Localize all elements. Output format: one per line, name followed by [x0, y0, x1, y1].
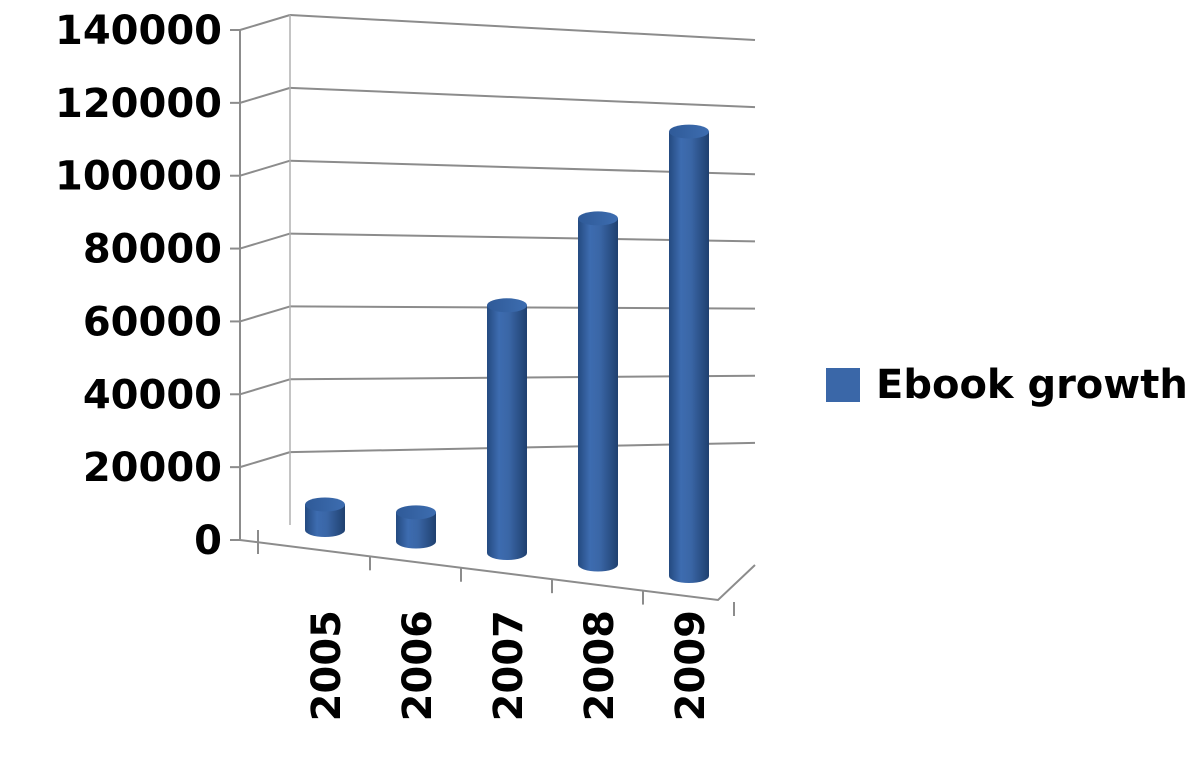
gridline-side — [239, 86, 291, 104]
bar-top — [305, 497, 345, 512]
bar-2008 — [578, 211, 618, 572]
x-tick-label: 2008 — [577, 610, 623, 721]
gridline-side — [239, 451, 291, 469]
bar-top — [669, 124, 709, 139]
legend-label: Ebook growth — [876, 362, 1188, 408]
floor-edge — [239, 539, 756, 602]
bar-top — [578, 211, 618, 226]
bar-body — [578, 218, 618, 572]
bar-2007 — [487, 298, 527, 560]
legend: Ebook growth — [826, 362, 1188, 408]
y-tick-label: 20000 — [83, 445, 222, 491]
bar-2006 — [396, 505, 436, 549]
gridline-side — [239, 232, 291, 250]
x-tick-label: 2005 — [304, 610, 350, 721]
x-tick-labels: 2005 2006 2007 2008 2009 — [304, 610, 714, 721]
bar-top — [396, 505, 436, 520]
y-tick-label: 40000 — [83, 372, 222, 418]
y-tick-label: 60000 — [83, 299, 222, 345]
bar-body — [396, 512, 436, 549]
legend-swatch — [826, 368, 860, 402]
y-tick-label: 120000 — [55, 81, 222, 127]
gridline-side — [239, 14, 291, 31]
gridline-side — [239, 305, 291, 323]
y-tick-label: 140000 — [55, 8, 222, 54]
x-tick-label: 2006 — [395, 610, 441, 721]
gridline-back — [289, 14, 756, 41]
gridline-back — [289, 86, 756, 109]
y-tick-label: 80000 — [83, 227, 222, 273]
gridline-side — [239, 159, 291, 177]
bar-2005 — [305, 497, 345, 537]
bar-body — [305, 504, 345, 537]
bar-body — [487, 305, 527, 560]
bar-body — [669, 131, 709, 584]
bar-top — [487, 298, 527, 313]
bars — [305, 124, 709, 584]
x-tick-label: 2007 — [486, 610, 532, 721]
axes — [230, 15, 756, 617]
y-tick-labels: 0 20000 40000 60000 80000 100000 120000 140000 — [55, 8, 222, 564]
x-tick-label: 2009 — [668, 610, 714, 721]
bar-2009 — [669, 124, 709, 584]
gridline-side — [239, 378, 291, 396]
y-tick-label: 100000 — [55, 154, 222, 200]
y-tick-label: 0 — [194, 518, 222, 564]
